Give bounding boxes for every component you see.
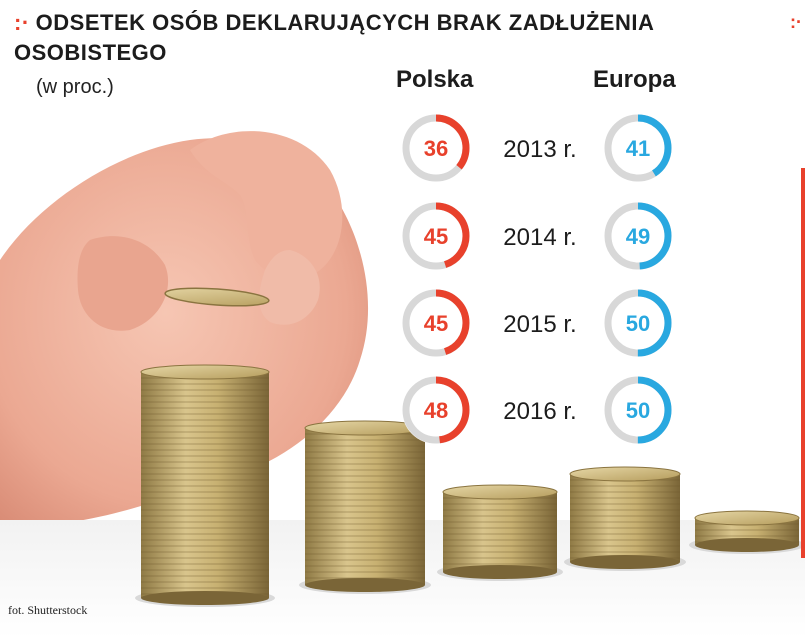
series-label-polska: Polska: [396, 66, 474, 93]
gauge-europa: 50: [604, 376, 672, 444]
gauge-polska: 45: [402, 289, 470, 357]
gauge-value: 50: [626, 311, 650, 336]
gauge-background: [402, 376, 470, 444]
gauge-polska: 36: [402, 114, 470, 182]
gauge-europa: 49: [604, 202, 672, 270]
gauge-arc: [402, 289, 470, 357]
photo-credit: fot. Shutterstock: [8, 603, 88, 617]
series-label-europa: Europa: [593, 66, 676, 93]
gauge-background: [604, 289, 672, 357]
gauge-background: [402, 202, 470, 270]
gauge-value: 45: [424, 224, 448, 249]
gauge-background: [604, 376, 672, 444]
gauge-polska: 45: [402, 202, 470, 270]
gauge-europa: 50: [604, 289, 672, 357]
title-marker: :·: [14, 10, 30, 35]
gauge-background: [402, 289, 470, 357]
gauge-arc: [604, 376, 672, 444]
gauge-arc: [402, 202, 470, 270]
right-marker: :·: [790, 12, 802, 32]
gauge-arc: [604, 289, 672, 357]
coin-stacks: [135, 364, 805, 607]
right-accent-bar: [801, 168, 805, 558]
year-label: 2016 r.: [503, 398, 576, 425]
gauge-polska: 48: [402, 376, 470, 444]
gauge-value: 45: [424, 311, 448, 336]
gauge-arc: [402, 114, 470, 182]
gauge-background: [604, 202, 672, 270]
gauge-value: 41: [626, 136, 650, 161]
coin-stack: [299, 420, 431, 594]
coin-stack: [437, 484, 563, 581]
gauge-background: [402, 114, 470, 182]
chart-title: :· ODSETEK OSÓB DEKLARUJĄCYCH BRAK ZADŁUŻ…: [14, 8, 714, 68]
gauge-value: 49: [626, 224, 650, 249]
gauge-arc: [402, 376, 470, 444]
gauge-europa: 41: [604, 114, 672, 182]
title-text: ODSETEK OSÓB DEKLARUJĄCYCH BRAK ZADŁUŻEN…: [14, 10, 654, 65]
gauge-arc: [604, 202, 672, 270]
gauge-value: 36: [424, 136, 448, 161]
coin-stack: [564, 466, 686, 571]
hand-image: [0, 131, 369, 527]
gauge-chart: 2013 r. 2014 r. 2015 r. 2016 r. 36 45 45 48 41 49…: [402, 114, 672, 444]
year-label: 2015 r.: [503, 311, 576, 338]
chart-subtitle: (w proc.): [36, 76, 114, 98]
year-label: 2014 r.: [503, 224, 576, 251]
gauge-value: 50: [626, 398, 650, 423]
coin-stack: [135, 364, 275, 607]
gauge-background: [604, 114, 672, 182]
gauge-value: 48: [424, 398, 448, 423]
gauge-arc: [604, 114, 672, 182]
coin-stack: [689, 510, 805, 554]
year-label: 2013 r.: [503, 136, 576, 163]
